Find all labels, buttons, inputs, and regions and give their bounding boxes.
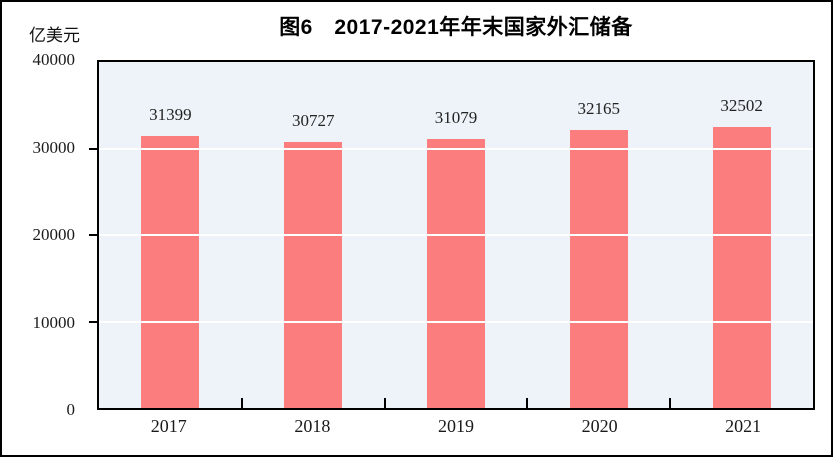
bar-value-label-2018: 30727 <box>291 111 335 131</box>
y-tick-label-10000: 10000 <box>32 312 76 332</box>
x-axis-labels: 2017 2018 2019 2020 2021 <box>97 416 815 437</box>
gridline-30000 <box>99 147 813 150</box>
gridline-20000 <box>99 234 813 236</box>
chart-title: 图6 2017-2021年年末国家外汇储备 <box>279 16 633 39</box>
bar-value-label-2020: 32165 <box>577 98 621 118</box>
y-tick-label-20000: 20000 <box>32 225 76 244</box>
x-tick-mark-2 <box>383 398 386 408</box>
bar-2021 <box>712 126 771 408</box>
bar-slot-2019: 31079 <box>383 62 528 408</box>
bar-value-label-2021: 32502 <box>720 95 763 115</box>
bar-slot-2017: 31399 <box>99 62 242 408</box>
plot-inner: 31399 30727 31079 32165 32502 <box>89 62 813 408</box>
y-tick-label-30000: 30000 <box>32 137 76 157</box>
bar-slot-2018: 30727 <box>240 62 385 408</box>
bar-2018 <box>284 142 343 408</box>
x-tick-label-2018: 2018 <box>294 416 331 436</box>
bar-slot-2021: 32502 <box>669 62 813 408</box>
plot-area: 31399 30727 31079 32165 32502 <box>89 60 815 410</box>
bar-slots: 31399 30727 31079 32165 32502 <box>99 62 813 408</box>
bar-2019 <box>426 139 485 408</box>
y-axis-labels: 0 10000 20000 30000 40000 <box>2 50 88 419</box>
x-tick-label-2020: 2020 <box>581 416 618 436</box>
gridline-10000 <box>99 320 813 323</box>
x-tick-label-2017: 2017 <box>150 416 187 436</box>
bar-2017 <box>141 136 200 408</box>
bar-2020 <box>569 129 628 408</box>
x-tick-mark-3 <box>526 398 529 408</box>
x-tick-mark-1 <box>240 398 243 408</box>
y-tick-mark-10000 <box>89 320 99 323</box>
y-axis-unit-label: 亿美元 <box>29 26 80 45</box>
y-tick-label-0: 0 <box>66 400 76 419</box>
x-tick-mark-4 <box>669 398 672 408</box>
y-tick-label-40000: 40000 <box>32 50 76 69</box>
bar-slot-2020: 32165 <box>526 62 670 408</box>
x-tick-label-2019: 2019 <box>437 416 474 436</box>
bar-value-label-2019: 31079 <box>434 108 478 128</box>
x-tick-label-2021: 2021 <box>725 416 762 436</box>
bar-value-label-2017: 31399 <box>149 105 192 125</box>
y-tick-mark-30000 <box>89 147 99 150</box>
y-tick-mark-20000 <box>89 234 99 236</box>
